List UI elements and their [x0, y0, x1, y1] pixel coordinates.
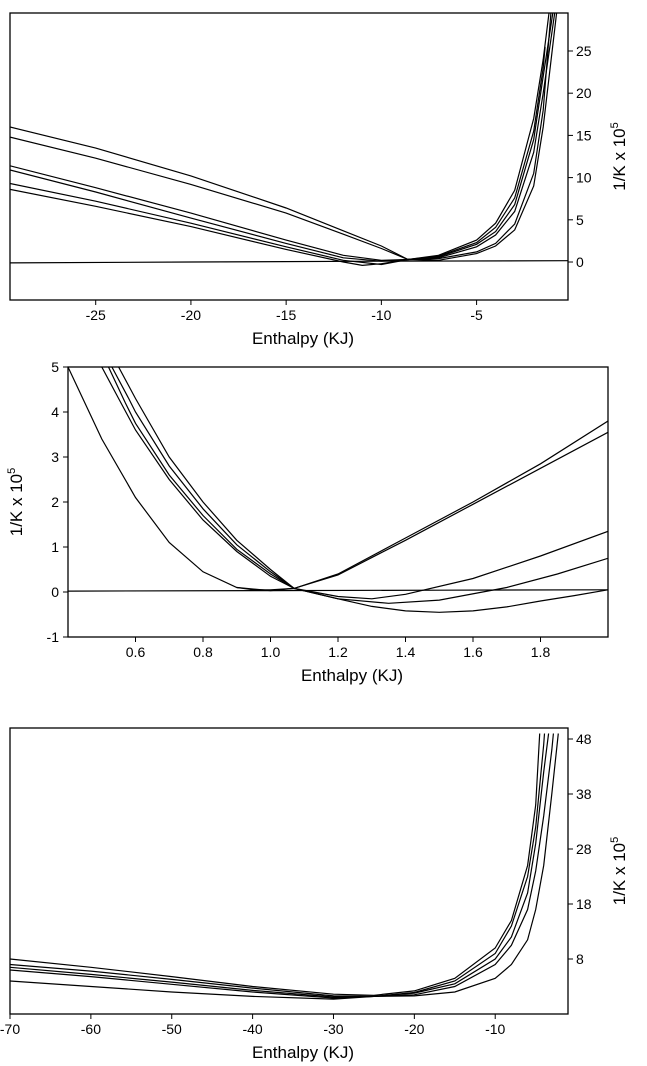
- y-tick-label: 5: [51, 359, 59, 375]
- y-tick-label: 10: [576, 170, 592, 186]
- y-tick-label: 18: [576, 896, 592, 912]
- x-tick-label: -50: [162, 1021, 182, 1037]
- series-line-4: [10, 13, 556, 262]
- series-line-6: [236, 586, 608, 613]
- y-tick-label: 1: [51, 539, 59, 555]
- x-tick-label: 0.6: [126, 644, 146, 660]
- x-tick-label: -20: [181, 307, 201, 323]
- y-axis-label-exponent: 5: [609, 122, 621, 128]
- series-line-7: [10, 260, 568, 264]
- y-tick-label: 28: [576, 841, 592, 857]
- y-axis-label: 1/K x 105: [609, 837, 629, 906]
- chart-top: -25 -20 -15 -10 -5 0 5 10 15 20 25 Enthalpy (KJ) 1/K…: [9, 12, 629, 348]
- x-tick-label: 0.8: [193, 644, 213, 660]
- series-line-1: [10, 13, 550, 261]
- chart-bottom: -70 -60 -50 -40 -30 -20 -10 8 18 28 38 48 Enthalpy (…: [0, 727, 629, 1062]
- series-line-1: [68, 367, 295, 592]
- x-axis-label: Enthalpy (KJ): [301, 666, 403, 685]
- y-tick-label: 8: [576, 951, 584, 967]
- x-tick-label: 1.0: [261, 644, 281, 660]
- y-tick-label: 0: [51, 584, 59, 600]
- x-tick-label: -10: [371, 307, 391, 323]
- series-group: [10, 733, 559, 1000]
- x-tick-label: 1.6: [463, 644, 483, 660]
- y-tick-label: 3: [51, 449, 59, 465]
- series-line-5: [118, 367, 608, 604]
- x-tick-label: -15: [276, 307, 296, 323]
- x-tick-label: -60: [81, 1021, 101, 1037]
- series-line-1: [10, 733, 541, 996]
- x-tick-label: 1.8: [531, 644, 551, 660]
- series-group: [68, 367, 608, 613]
- x-tick-label: 1.4: [396, 644, 416, 660]
- x-axis-label: Enthalpy (KJ): [252, 329, 354, 348]
- y-axis-label: 1/K x 105: [6, 468, 26, 537]
- series-line-6: [10, 13, 558, 267]
- series-line-5: [10, 13, 552, 266]
- x-tick-label: -40: [242, 1021, 262, 1037]
- series-line-3: [10, 733, 550, 998]
- x-tick-label: -30: [323, 1021, 343, 1037]
- series-line-5: [10, 733, 559, 1000]
- y-axis-label-exponent: 5: [6, 468, 18, 474]
- y-tick-label: 15: [576, 127, 592, 143]
- series-line-2: [101, 367, 608, 590]
- x-tick-label: -25: [86, 307, 106, 323]
- series-line-3: [10, 13, 554, 261]
- x-tick-label: -5: [470, 307, 483, 323]
- x-tick-label: -10: [485, 1021, 505, 1037]
- y-axis-label-exponent: 5: [609, 837, 621, 843]
- y-tick-label: 0: [576, 254, 584, 270]
- y-tick-label: 4: [51, 404, 59, 420]
- y-tick-label: 48: [576, 731, 592, 747]
- x-tick-label: 1.2: [328, 644, 348, 660]
- x-axis-label: Enthalpy (KJ): [252, 1043, 354, 1062]
- series-line-2: [10, 46, 546, 261]
- y-tick-label: 2: [51, 494, 59, 510]
- plot-frame: [9, 12, 569, 301]
- y-tick-label: 38: [576, 786, 592, 802]
- x-tick-label: -20: [404, 1021, 424, 1037]
- series-line-3: [107, 367, 608, 590]
- series-line-2: [10, 733, 546, 998]
- x-tick-label: -70: [0, 1021, 20, 1037]
- y-tick-label: -1: [47, 629, 60, 645]
- y-tick-label: 5: [576, 212, 584, 228]
- chart-middle: 0.6 0.8 1.0 1.2 1.4 1.6 1.8 -1 0 1 2 3 4 5 Enthalpy (K…: [6, 359, 609, 685]
- y-tick-label: 25: [576, 43, 592, 59]
- y-tick-label: 20: [576, 85, 592, 101]
- y-axis-label: 1/K x 105: [609, 122, 629, 191]
- series-line-4: [111, 367, 608, 600]
- series-group: [10, 13, 568, 267]
- series-line-4: [10, 733, 554, 999]
- plot-frame: [9, 727, 569, 1015]
- series-line-7: [68, 589, 608, 592]
